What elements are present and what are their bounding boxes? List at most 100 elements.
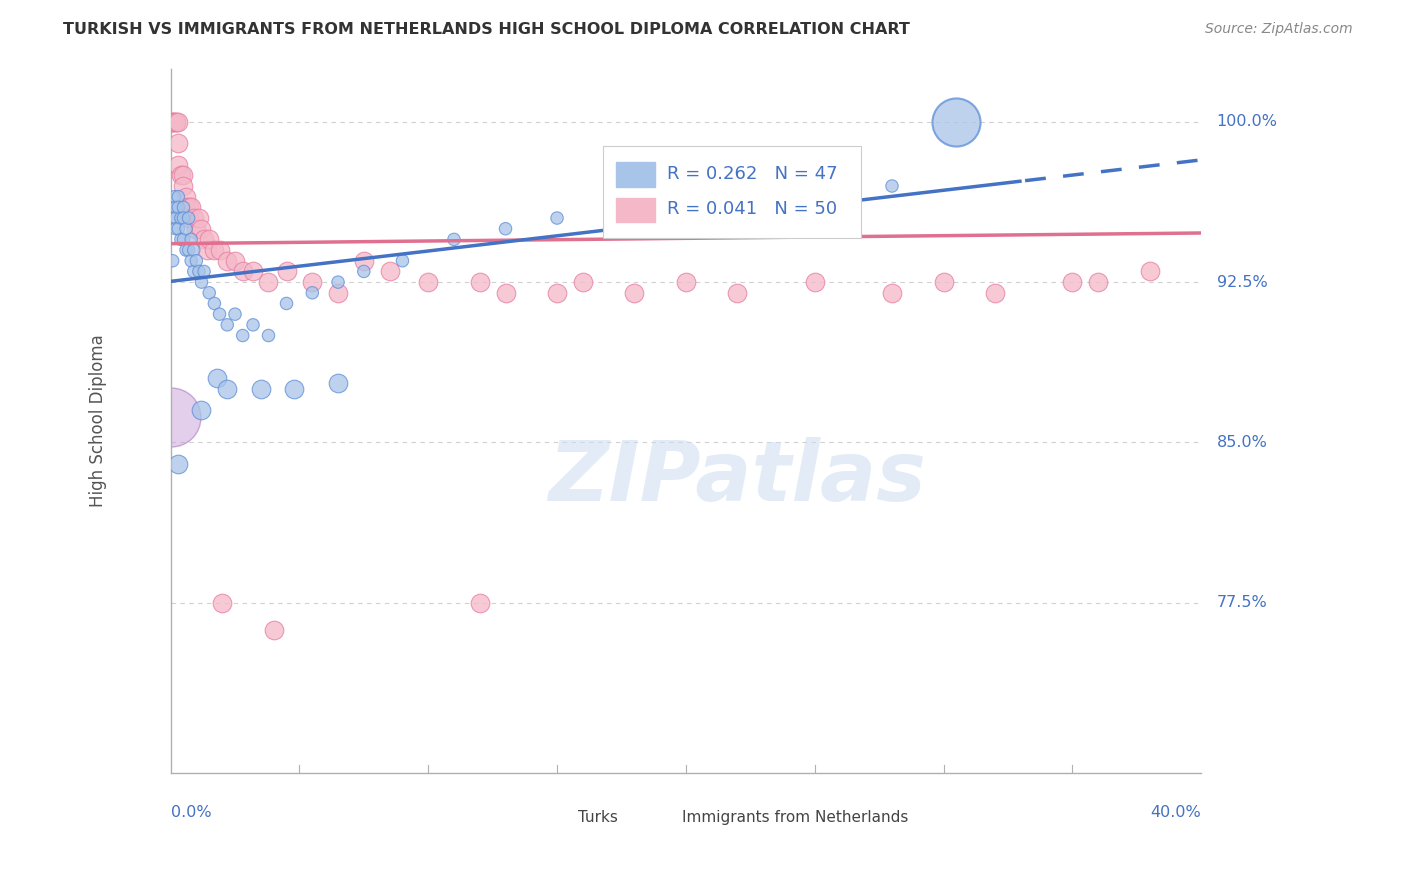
Point — [880, 179, 903, 194]
Text: 85.0%: 85.0% — [1216, 434, 1268, 450]
Text: Turks: Turks — [578, 810, 617, 824]
FancyBboxPatch shape — [603, 146, 860, 237]
Text: 0.0%: 0.0% — [170, 805, 211, 821]
Point — [165, 115, 187, 129]
Point — [174, 221, 197, 235]
Point — [174, 200, 197, 214]
FancyBboxPatch shape — [616, 197, 655, 222]
Point — [495, 221, 517, 235]
Point — [172, 179, 194, 194]
Text: 92.5%: 92.5% — [1216, 275, 1267, 290]
Text: 40.0%: 40.0% — [1150, 805, 1201, 821]
Point — [208, 243, 231, 257]
Text: TURKISH VS IMMIGRANTS FROM NETHERLANDS HIGH SCHOOL DIPLOMA CORRELATION CHART: TURKISH VS IMMIGRANTS FROM NETHERLANDS H… — [63, 22, 910, 37]
Point — [172, 211, 194, 225]
Point — [725, 189, 748, 203]
Point — [326, 376, 349, 390]
Point — [190, 221, 212, 235]
Point — [190, 275, 212, 289]
Point — [257, 328, 280, 343]
Point — [984, 285, 1007, 300]
Point — [167, 221, 190, 235]
Point — [187, 211, 209, 225]
Text: R = 0.041   N = 50: R = 0.041 N = 50 — [668, 201, 838, 219]
Point — [495, 285, 517, 300]
Point — [803, 275, 825, 289]
Point — [378, 264, 401, 278]
Point — [167, 158, 190, 172]
Point — [162, 211, 184, 225]
Point — [170, 211, 193, 225]
Point — [880, 285, 903, 300]
Point — [725, 285, 748, 300]
Point — [162, 115, 184, 129]
Point — [1087, 275, 1109, 289]
Point — [159, 409, 181, 424]
Point — [167, 189, 190, 203]
FancyBboxPatch shape — [640, 809, 672, 826]
Point — [208, 307, 231, 321]
Point — [187, 264, 209, 278]
Text: R = 0.262   N = 47: R = 0.262 N = 47 — [668, 165, 838, 183]
Point — [180, 232, 202, 246]
Point — [193, 232, 215, 246]
Point — [418, 275, 440, 289]
Point — [232, 328, 254, 343]
Point — [170, 232, 193, 246]
Point — [276, 264, 298, 278]
Point — [945, 115, 967, 129]
Point — [162, 115, 184, 129]
Point — [468, 595, 491, 609]
Point — [205, 371, 228, 385]
Point — [263, 624, 285, 638]
Point — [257, 275, 280, 289]
Point — [232, 264, 254, 278]
Point — [177, 211, 200, 225]
Point — [276, 296, 298, 310]
Point — [217, 382, 239, 396]
Point — [172, 169, 194, 183]
Point — [167, 200, 190, 214]
Point — [468, 275, 491, 289]
Point — [165, 211, 187, 225]
Point — [170, 169, 193, 183]
Point — [186, 221, 208, 235]
Point — [675, 275, 697, 289]
Text: High School Diploma: High School Diploma — [90, 334, 107, 508]
Point — [167, 115, 190, 129]
Point — [160, 115, 183, 129]
Point — [391, 253, 413, 268]
Point — [932, 275, 955, 289]
Point — [546, 285, 568, 300]
Point — [326, 285, 349, 300]
Text: Source: ZipAtlas.com: Source: ZipAtlas.com — [1205, 22, 1353, 37]
Point — [186, 253, 208, 268]
Point — [177, 200, 200, 214]
Point — [224, 307, 246, 321]
Point — [198, 285, 221, 300]
Point — [572, 275, 595, 289]
Point — [283, 382, 305, 396]
Point — [163, 189, 186, 203]
Point — [183, 264, 205, 278]
Point — [167, 136, 190, 151]
FancyBboxPatch shape — [537, 809, 569, 826]
FancyBboxPatch shape — [616, 162, 655, 187]
Point — [202, 243, 225, 257]
Point — [1139, 264, 1161, 278]
Point — [165, 115, 187, 129]
Point — [242, 318, 264, 332]
Point — [162, 253, 184, 268]
Point — [180, 200, 202, 214]
Point — [183, 243, 205, 257]
Point — [167, 457, 190, 471]
Point — [326, 275, 349, 289]
Point — [623, 285, 645, 300]
Point — [190, 403, 212, 417]
Point — [174, 243, 197, 257]
Point — [301, 275, 323, 289]
Point — [353, 264, 375, 278]
Point — [202, 296, 225, 310]
Point — [180, 253, 202, 268]
Point — [211, 595, 233, 609]
